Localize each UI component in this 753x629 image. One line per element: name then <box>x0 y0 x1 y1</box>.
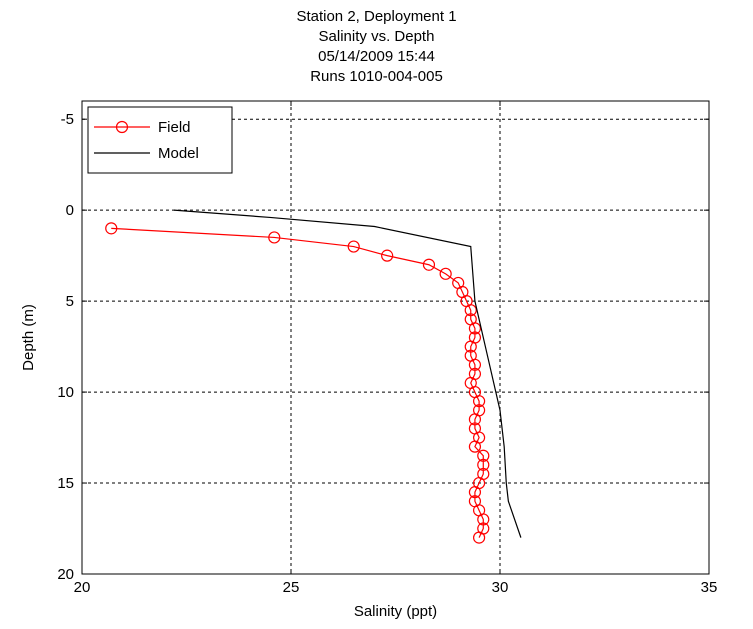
series-line-field <box>111 227 484 538</box>
field-data-point <box>473 531 486 544</box>
series-line-model <box>173 209 522 538</box>
field-data-point <box>477 458 490 471</box>
x-tick-label: 30 <box>492 579 509 596</box>
field-data-point <box>468 440 482 453</box>
x-tick-label: 35 <box>701 579 718 596</box>
chart-title-line-3: 05/14/2009 15:44 <box>318 48 435 65</box>
legend-box <box>87 106 233 174</box>
series-layer <box>105 209 522 544</box>
x-tick-label: 20 <box>74 579 91 596</box>
chart-title-line-4: Runs 1010-004-005 <box>310 68 443 85</box>
plot-frame <box>81 100 710 575</box>
field-data-point <box>477 449 490 462</box>
y-tick-label: 10 <box>57 384 74 401</box>
legend-label-field: Field <box>158 119 191 136</box>
field-data-point <box>464 304 477 317</box>
legend-marker-field <box>115 120 129 134</box>
field-data-point <box>381 249 394 262</box>
field-data-point <box>477 513 490 526</box>
legend-label-model: Model <box>158 145 199 162</box>
x-tick-label: 25 <box>283 579 300 596</box>
y-tick-label: 20 <box>57 566 74 583</box>
field-data-point <box>464 340 477 353</box>
legend: Field Model <box>87 106 233 174</box>
field-data-point <box>105 222 118 235</box>
x-axis-label: Salinity (ppt) <box>354 603 437 620</box>
field-data-point <box>473 395 486 408</box>
y-tick-label: 15 <box>57 475 74 492</box>
field-data-point <box>422 258 436 271</box>
field-data-point <box>347 240 360 253</box>
ticks: 20 25 30 35 -5 0 5 10 15 20 <box>57 101 717 596</box>
y-tick-label: 0 <box>66 202 74 219</box>
y-tick-label: 5 <box>66 293 74 310</box>
field-data-point <box>468 413 482 426</box>
chart-title-line-2: Salinity vs. Depth <box>318 28 435 45</box>
chart-title-line-1: Station 2, Deployment 1 <box>296 8 457 25</box>
field-data-point <box>468 358 482 371</box>
field-data-point <box>439 267 452 280</box>
field-data-point <box>468 322 482 335</box>
field-data-point <box>268 231 281 244</box>
grid <box>82 101 709 574</box>
y-tick-label: -5 <box>61 111 74 128</box>
field-data-point <box>468 486 482 499</box>
y-axis-label: Depth (m) <box>20 304 37 371</box>
